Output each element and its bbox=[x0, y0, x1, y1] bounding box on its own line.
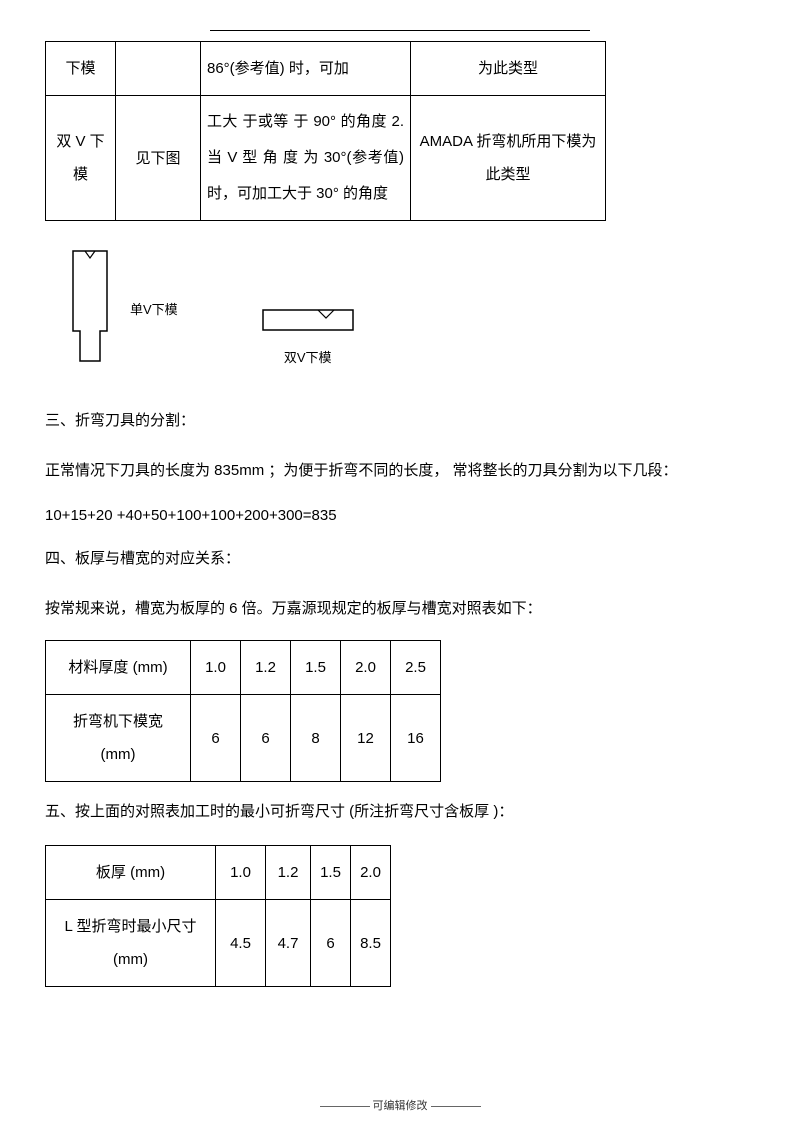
section-5-title: 五、按上面的对照表加工时的最小可折弯尺寸 (所注折弯尺寸含板厚 )： bbox=[45, 797, 755, 827]
table-row: L 型折弯时最小尺寸(mm) 4.5 4.7 6 8.5 bbox=[46, 900, 391, 987]
cell: AMADA 折弯机所用下模为此类型 bbox=[411, 96, 606, 221]
cell: 板厚 (mm) bbox=[46, 846, 216, 900]
cell: 6 bbox=[191, 695, 241, 782]
die-diagrams: 单V下模 双V下模 bbox=[45, 236, 755, 391]
cell: 1.0 bbox=[216, 846, 266, 900]
cell: L 型折弯时最小尺寸(mm) bbox=[46, 900, 216, 987]
cell: 86°(参考值) 时，可加 bbox=[201, 42, 411, 96]
section-4-title: 四、板厚与槽宽的对应关系： bbox=[45, 544, 755, 574]
cell: 16 bbox=[391, 695, 441, 782]
cell: 双 V 下模 bbox=[46, 96, 116, 221]
cell: 工大 于或等 于 90° 的角度 2. 当 V 型 角 度 为 30°(参考值)… bbox=[201, 96, 411, 221]
cell: 4.7 bbox=[266, 900, 311, 987]
thickness-slot-table: 材料厚度 (mm) 1.0 1.2 1.5 2.0 2.5 折弯机下模宽 (mm… bbox=[45, 640, 441, 782]
cell: 8 bbox=[291, 695, 341, 782]
double-v-diagram: 双V下模 bbox=[258, 302, 358, 366]
cell: 8.5 bbox=[351, 900, 391, 987]
cell: 6 bbox=[241, 695, 291, 782]
footer-text: 可编辑修改 bbox=[0, 1097, 800, 1113]
cell: 折弯机下模宽 (mm) bbox=[46, 695, 191, 782]
table-row: 双 V 下模 见下图 工大 于或等 于 90° 的角度 2. 当 V 型 角 度… bbox=[46, 96, 606, 221]
double-v-shape-icon bbox=[258, 302, 358, 342]
cell: 6 bbox=[311, 900, 351, 987]
single-v-shape-icon bbox=[65, 246, 115, 366]
section-3-paragraph: 正常情况下刀具的长度为 835mm ；为便于折弯不同的长度， 常将整长的刀具分割… bbox=[45, 454, 755, 487]
table-row: 材料厚度 (mm) 1.0 1.2 1.5 2.0 2.5 bbox=[46, 641, 441, 695]
cell: 1.5 bbox=[311, 846, 351, 900]
min-bend-size-table: 板厚 (mm) 1.0 1.2 1.5 2.0 L 型折弯时最小尺寸(mm) 4… bbox=[45, 845, 391, 987]
cell: 2.0 bbox=[351, 846, 391, 900]
cell: 下模 bbox=[46, 42, 116, 96]
cell: 1.2 bbox=[266, 846, 311, 900]
cell: 12 bbox=[341, 695, 391, 782]
cell: 见下图 bbox=[116, 96, 201, 221]
single-v-label: 单V下模 bbox=[130, 299, 178, 318]
section-3-title: 三、折弯刀具的分割： bbox=[45, 406, 755, 436]
cell: 2.5 bbox=[391, 641, 441, 695]
table-row: 板厚 (mm) 1.0 1.2 1.5 2.0 bbox=[46, 846, 391, 900]
cell: 1.0 bbox=[191, 641, 241, 695]
cell: 4.5 bbox=[216, 900, 266, 987]
cell bbox=[116, 42, 201, 96]
cell: 材料厚度 (mm) bbox=[46, 641, 191, 695]
cell: 2.0 bbox=[341, 641, 391, 695]
table-row: 折弯机下模宽 (mm) 6 6 8 12 16 bbox=[46, 695, 441, 782]
section-4-paragraph: 按常规来说，槽宽为板厚的 6 倍。万嘉源现规定的板厚与槽宽对照表如下： bbox=[45, 592, 755, 625]
cell: 为此类型 bbox=[411, 42, 606, 96]
tool-length-formula: 10+15+20 +40+50+100+100+200+300=835 bbox=[45, 507, 755, 524]
cell: 1.2 bbox=[241, 641, 291, 695]
cell: 1.5 bbox=[291, 641, 341, 695]
double-v-label: 双V下模 bbox=[284, 347, 332, 366]
single-v-diagram: 单V下模 bbox=[65, 246, 178, 366]
die-type-table: 下模 86°(参考值) 时，可加 为此类型 双 V 下模 见下图 工大 于或等 … bbox=[45, 41, 606, 221]
table-row: 下模 86°(参考值) 时，可加 为此类型 bbox=[46, 42, 606, 96]
header-divider bbox=[210, 30, 590, 31]
